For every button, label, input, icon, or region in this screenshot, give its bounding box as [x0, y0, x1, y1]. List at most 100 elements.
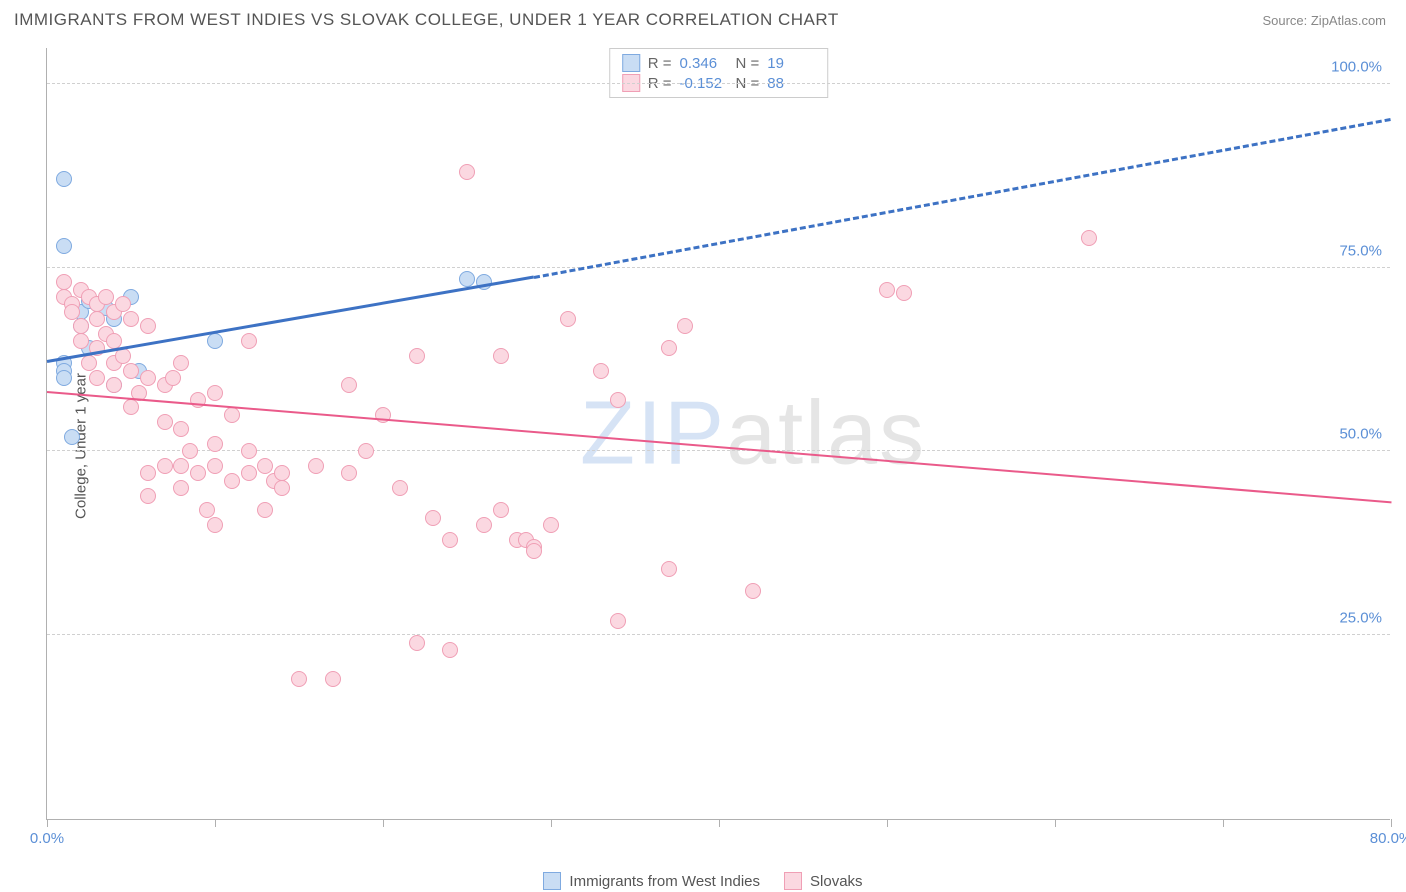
scatter-point — [98, 289, 114, 305]
scatter-point — [123, 363, 139, 379]
scatter-point — [459, 271, 475, 287]
scatter-point — [190, 465, 206, 481]
scatter-point — [173, 458, 189, 474]
scatter-point — [207, 436, 223, 452]
series-swatch — [622, 54, 640, 72]
scatter-point — [341, 465, 357, 481]
scatter-point — [173, 480, 189, 496]
scatter-point — [89, 311, 105, 327]
scatter-point — [610, 613, 626, 629]
scatter-point — [140, 370, 156, 386]
scatter-point — [56, 171, 72, 187]
scatter-point — [409, 635, 425, 651]
scatter-point — [526, 543, 542, 559]
legend-swatch — [543, 872, 561, 890]
gridline-horizontal — [47, 83, 1390, 84]
scatter-point — [241, 333, 257, 349]
chart-plot-area: ZIPatlas R =0.346N =19R =-0.152N =88 25.… — [46, 48, 1390, 820]
scatter-point — [745, 583, 761, 599]
scatter-point — [493, 502, 509, 518]
x-tick — [551, 819, 552, 827]
header: IMMIGRANTS FROM WEST INDIES VS SLOVAK CO… — [0, 0, 1406, 40]
r-label: R = — [648, 55, 672, 72]
scatter-point — [182, 443, 198, 459]
scatter-point — [896, 285, 912, 301]
scatter-point — [341, 377, 357, 393]
scatter-point — [274, 480, 290, 496]
scatter-point — [173, 355, 189, 371]
scatter-point — [879, 282, 895, 298]
trend-line — [534, 118, 1391, 279]
scatter-point — [140, 488, 156, 504]
legend-swatch — [784, 872, 802, 890]
scatter-point — [257, 458, 273, 474]
scatter-point — [123, 399, 139, 415]
x-tick-label: 80.0% — [1370, 830, 1406, 847]
scatter-point — [677, 318, 693, 334]
correlation-stats-box: R =0.346N =19R =-0.152N =88 — [609, 48, 829, 98]
scatter-point — [392, 480, 408, 496]
legend-label: Slovaks — [810, 873, 863, 890]
x-tick — [1391, 819, 1392, 827]
y-tick-label: 50.0% — [1339, 426, 1382, 443]
scatter-point — [593, 363, 609, 379]
scatter-point — [207, 333, 223, 349]
y-tick-label: 75.0% — [1339, 242, 1382, 259]
y-tick-label: 25.0% — [1339, 610, 1382, 627]
legend-label: Immigrants from West Indies — [569, 873, 760, 890]
scatter-point — [81, 355, 97, 371]
legend-item: Slovaks — [784, 872, 863, 890]
scatter-point — [325, 671, 341, 687]
scatter-point — [661, 340, 677, 356]
scatter-point — [358, 443, 374, 459]
x-tick — [383, 819, 384, 827]
scatter-point — [73, 333, 89, 349]
scatter-point — [173, 421, 189, 437]
scatter-point — [115, 296, 131, 312]
scatter-point — [308, 458, 324, 474]
scatter-point — [140, 465, 156, 481]
scatter-point — [257, 502, 273, 518]
scatter-point — [64, 304, 80, 320]
scatter-point — [560, 311, 576, 327]
scatter-point — [291, 671, 307, 687]
scatter-point — [459, 164, 475, 180]
scatter-point — [1081, 230, 1097, 246]
watermark: ZIPatlas — [580, 382, 926, 485]
scatter-point — [106, 377, 122, 393]
scatter-point — [140, 318, 156, 334]
scatter-point — [476, 517, 492, 533]
x-tick — [1223, 819, 1224, 827]
scatter-point — [241, 443, 257, 459]
scatter-point — [123, 311, 139, 327]
scatter-point — [157, 458, 173, 474]
scatter-point — [64, 429, 80, 445]
n-value: 19 — [767, 55, 815, 72]
scatter-point — [224, 473, 240, 489]
scatter-point — [241, 465, 257, 481]
source-attribution: Source: ZipAtlas.com — [1262, 13, 1386, 28]
scatter-point — [89, 370, 105, 386]
x-tick — [719, 819, 720, 827]
x-tick — [215, 819, 216, 827]
scatter-point — [165, 370, 181, 386]
x-tick — [1055, 819, 1056, 827]
scatter-point — [543, 517, 559, 533]
scatter-point — [73, 318, 89, 334]
stats-row: R =0.346N =19 — [622, 53, 816, 73]
scatter-point — [207, 385, 223, 401]
scatter-point — [207, 458, 223, 474]
scatter-point — [610, 392, 626, 408]
gridline-horizontal — [47, 634, 1390, 635]
scatter-point — [199, 502, 215, 518]
r-value: 0.346 — [680, 55, 728, 72]
x-tick — [47, 819, 48, 827]
scatter-point — [274, 465, 290, 481]
scatter-point — [425, 510, 441, 526]
scatter-point — [157, 414, 173, 430]
scatter-point — [56, 370, 72, 386]
x-tick — [887, 819, 888, 827]
scatter-point — [56, 274, 72, 290]
bottom-legend: Immigrants from West Indies Slovaks — [0, 872, 1406, 890]
x-tick-label: 0.0% — [30, 830, 64, 847]
